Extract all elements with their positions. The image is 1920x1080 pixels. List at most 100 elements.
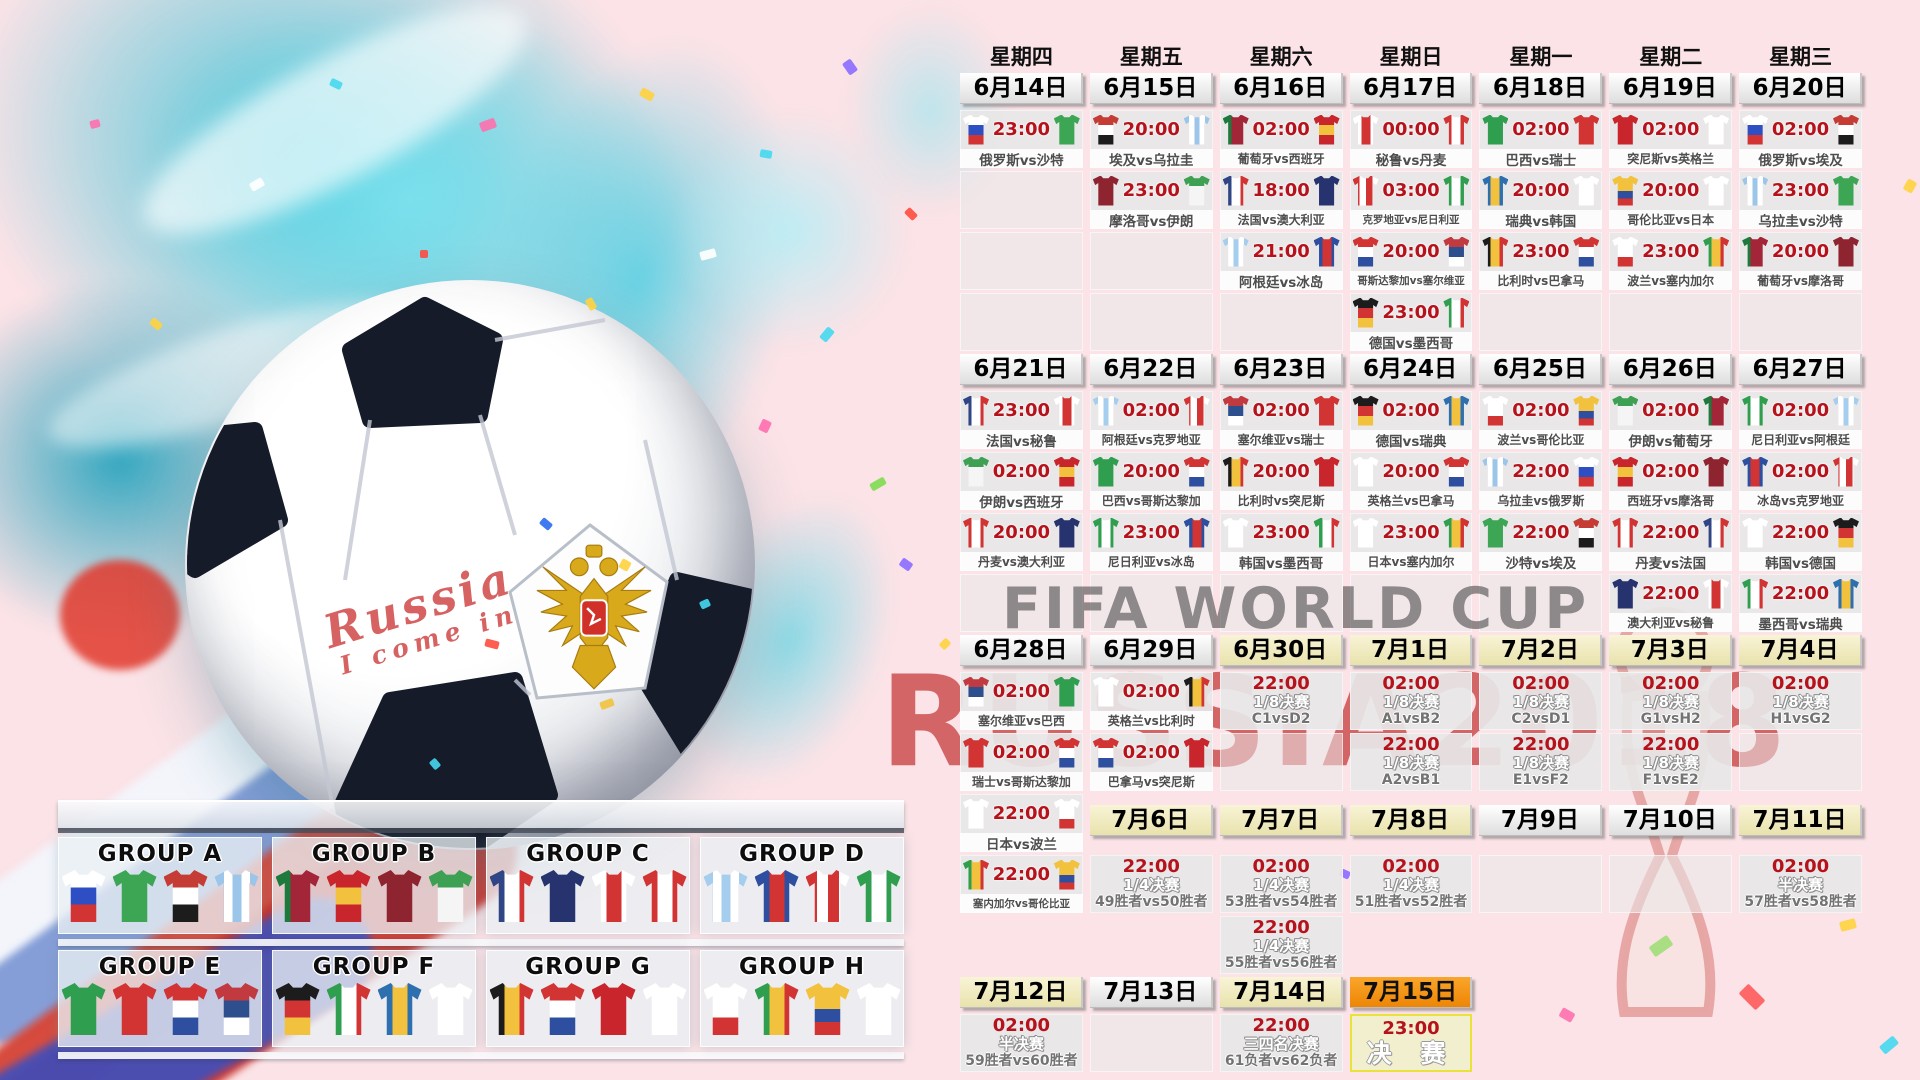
match-label: 阿根廷vs冰岛 xyxy=(1219,271,1343,291)
match-cell: 02:00 西班牙vs摩洛哥 xyxy=(1609,452,1733,510)
blank-cell xyxy=(1479,1014,1602,1072)
knockout-time: 02:00 xyxy=(992,1015,1051,1036)
jersey-icon-australia xyxy=(1612,578,1639,609)
match-cell-top: 02:00 xyxy=(1479,391,1602,430)
knockout-stage: 1/8决赛 xyxy=(1642,693,1699,711)
match-cell-top: 22:00 xyxy=(1609,574,1732,613)
jersey-icon-russia xyxy=(1742,114,1769,145)
match-label: 德国vs墨西哥 xyxy=(1349,332,1473,352)
jersey-icon-poland xyxy=(703,983,748,1035)
match-cell: 22:00 乌拉圭vs俄罗斯 xyxy=(1479,452,1603,510)
match-time: 20:00 xyxy=(1122,461,1180,482)
confetti-piece xyxy=(420,250,428,258)
match-cell: 02:00 塞尔维亚vs巴西 xyxy=(960,672,1083,730)
knockout-pairing: A1vsB2 xyxy=(1381,711,1441,727)
match-label: 俄罗斯vs沙特 xyxy=(960,149,1083,169)
match-label: 乌拉圭vs沙特 xyxy=(1739,210,1862,230)
match-time: 02:00 xyxy=(1122,742,1180,763)
jersey-icon-saudi xyxy=(1832,175,1859,206)
empty-cell xyxy=(1739,293,1862,351)
match-label: 伊朗vs葡萄牙 xyxy=(1609,430,1733,450)
jersey-icon-argentina xyxy=(1092,395,1119,426)
jersey-icon-iceland xyxy=(1183,517,1210,548)
knockout-pairing: 53胜者vs54胜者 xyxy=(1224,894,1338,910)
jersey-icon-egypt xyxy=(1832,114,1859,145)
weekday-label: 星期六 xyxy=(1249,45,1313,69)
match-label: 墨西哥vs瑞典 xyxy=(1739,613,1862,633)
jersey-icon-serbia xyxy=(214,983,259,1035)
group-title: GROUP C xyxy=(526,841,650,867)
date-tile: 6月16日 xyxy=(1219,73,1343,104)
jersey-icon-sweden xyxy=(377,983,422,1035)
jersey-icon-japan xyxy=(963,798,989,829)
schedule-row: 6月28日 6月29日 6月30日 7月1日 7月2日 7月3日 7月4日 xyxy=(960,635,1862,669)
group-title: GROUP G xyxy=(525,954,651,980)
schedule-row: 23:00 摩洛哥vs伊朗 18:00 法国vs澳大利亚 03:00 克罗地亚vs尼日利亚… xyxy=(960,171,1862,230)
empty-cell xyxy=(1609,855,1733,913)
empty-cell xyxy=(1479,574,1603,632)
match-time: 20:00 xyxy=(1642,180,1700,201)
knockout-stage: 1/4决赛 xyxy=(1252,876,1310,894)
match-label: 澳大利亚vs秘鲁 xyxy=(1609,613,1733,632)
jersey-icon-croatia xyxy=(1832,456,1859,487)
date-tile: 6月25日 xyxy=(1479,354,1603,385)
knockout-time: 22:00 xyxy=(1252,917,1310,938)
jersey-icon-iceland xyxy=(1313,236,1340,267)
match-time: 02:00 xyxy=(1642,400,1700,421)
jersey-icon-iran xyxy=(428,870,473,922)
jersey-icon-poland xyxy=(1612,236,1639,267)
date-tile: 6月19日 xyxy=(1609,73,1733,104)
match-time: 20:00 xyxy=(1771,241,1830,262)
empty-cell xyxy=(1739,733,1862,791)
jersey-icon-mexico xyxy=(1742,578,1769,609)
match-cell-top: 23:00 xyxy=(1739,171,1862,210)
match-time: 22:00 xyxy=(1771,583,1830,604)
match-cell-top: 02:00 xyxy=(1609,452,1732,491)
match-time: 21:00 xyxy=(1252,241,1310,262)
match-label: 波兰vs塞内加尔 xyxy=(1609,271,1733,290)
match-time: 22:00 xyxy=(1642,522,1700,543)
empty-cell xyxy=(960,232,1083,290)
jersey-icon-uruguay xyxy=(1482,456,1509,487)
match-time: 23:00 xyxy=(1382,522,1440,543)
match-time: 02:00 xyxy=(1512,119,1570,140)
jersey-icon-denmark xyxy=(963,517,989,548)
jersey-icon-japan xyxy=(1352,517,1379,548)
jersey-icon-senegal xyxy=(1703,236,1730,267)
match-cell-top: 02:00 xyxy=(1090,391,1213,430)
jersey-icon-portugal xyxy=(1742,236,1769,267)
empty-cell xyxy=(1089,232,1213,290)
match-cell-top: 02:00 xyxy=(960,733,1083,772)
jersey-icon-japan xyxy=(856,983,901,1035)
jersey-icon-brazil xyxy=(61,983,106,1035)
match-cell-top: 23:00 xyxy=(1090,171,1213,210)
weekday-label: 星期五 xyxy=(1119,45,1183,69)
match-cell-top: 23:00 xyxy=(1350,513,1473,552)
jersey-icon-colombia xyxy=(805,983,850,1035)
match-label: 伊朗vs西班牙 xyxy=(960,491,1083,511)
match-label: 巴拿马vs突尼斯 xyxy=(1089,772,1213,791)
jersey-icon-iran xyxy=(1612,395,1639,426)
match-cell-top: 02:00 xyxy=(1739,391,1862,430)
match-time: 20:00 xyxy=(1122,119,1180,140)
match-cell: 20:00 英格兰vs巴拿马 xyxy=(1349,452,1473,510)
russia-coat-of-arms xyxy=(535,532,653,700)
jersey-icon-iceland xyxy=(754,870,799,922)
match-cell-top: 20:00 xyxy=(1609,171,1732,210)
match-label: 韩国vs德国 xyxy=(1739,552,1862,572)
jersey-icon-france xyxy=(1703,517,1730,548)
knockout-cell: 22:00 1/4决赛 55胜者vs56胜者 xyxy=(1219,916,1343,974)
jersey-icon-peru xyxy=(591,870,636,922)
weekday-label: 星期三 xyxy=(1769,45,1833,69)
jersey-icon-nigeria xyxy=(1443,175,1470,206)
knockout-stage: 1/8决赛 xyxy=(1512,693,1570,711)
jersey-icon-morocco xyxy=(1092,175,1119,206)
match-label: 瑞典vs韩国 xyxy=(1479,210,1603,230)
empty-cell xyxy=(960,293,1083,351)
match-time: 02:00 xyxy=(1642,119,1700,140)
knockout-time: 02:00 xyxy=(1642,673,1700,694)
group-row: GROUP E GROUP F GROUP G GROUP H xyxy=(58,950,904,1047)
schedule-row: 6月21日 6月22日 6月23日 6月24日 6月25日 6月26日 6月27日 xyxy=(960,354,1862,388)
jersey-icon-costarica xyxy=(1352,236,1379,267)
weekday-header-row: 星期四 星期五 星期六 星期日 星期一 星期二 星期三 xyxy=(960,44,1862,70)
